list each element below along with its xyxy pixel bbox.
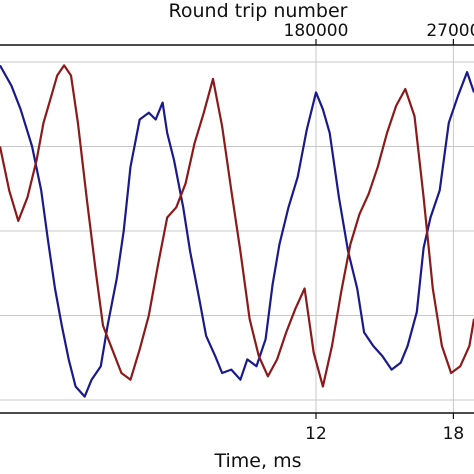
top-tick-label: 180000	[284, 21, 349, 41]
axis-ticks: 12 18 180000 27000	[284, 21, 474, 444]
top-axis-title: Round trip number	[169, 0, 348, 22]
bottom-tick-label: 12	[305, 424, 327, 444]
series-line-2	[0, 64, 474, 388]
series-line-1	[0, 64, 474, 398]
plot-frame	[0, 44, 474, 414]
bottom-tick-label: 18	[443, 424, 465, 444]
top-tick-label: 27000	[426, 21, 474, 41]
series-lines	[0, 64, 474, 398]
x-axis-title: Time, ms	[214, 450, 302, 472]
